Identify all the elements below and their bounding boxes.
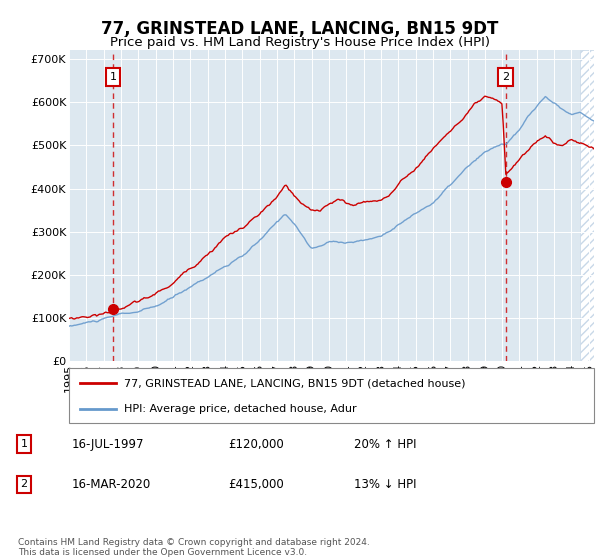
Text: HPI: Average price, detached house, Adur: HPI: Average price, detached house, Adur: [124, 404, 357, 414]
Text: 16-MAR-2020: 16-MAR-2020: [72, 478, 151, 491]
Text: 16-JUL-1997: 16-JUL-1997: [72, 437, 145, 451]
Text: 2: 2: [20, 479, 28, 489]
Text: £120,000: £120,000: [228, 437, 284, 451]
Text: 77, GRINSTEAD LANE, LANCING, BN15 9DT: 77, GRINSTEAD LANE, LANCING, BN15 9DT: [101, 20, 499, 38]
Text: 77, GRINSTEAD LANE, LANCING, BN15 9DT (detached house): 77, GRINSTEAD LANE, LANCING, BN15 9DT (d…: [124, 379, 466, 388]
Text: 1: 1: [110, 72, 116, 82]
Text: Contains HM Land Registry data © Crown copyright and database right 2024.
This d: Contains HM Land Registry data © Crown c…: [18, 538, 370, 557]
FancyBboxPatch shape: [69, 368, 594, 423]
Text: £415,000: £415,000: [228, 478, 284, 491]
Text: Price paid vs. HM Land Registry's House Price Index (HPI): Price paid vs. HM Land Registry's House …: [110, 36, 490, 49]
Text: 20% ↑ HPI: 20% ↑ HPI: [354, 437, 416, 451]
Text: 2: 2: [502, 72, 509, 82]
Bar: [580, 50, 594, 361]
Text: 1: 1: [20, 439, 28, 449]
Text: 13% ↓ HPI: 13% ↓ HPI: [354, 478, 416, 491]
